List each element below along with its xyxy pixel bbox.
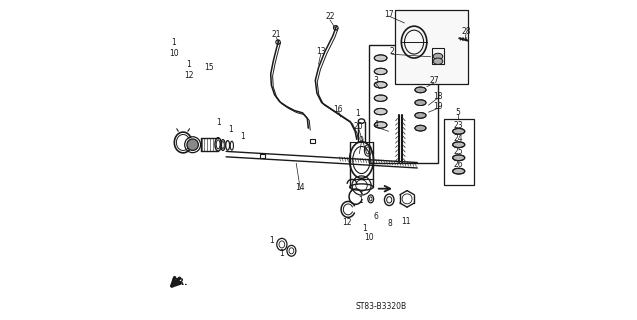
Ellipse shape <box>415 74 426 80</box>
Ellipse shape <box>415 61 426 67</box>
Ellipse shape <box>375 55 387 61</box>
Text: 24: 24 <box>454 134 463 143</box>
Text: 26: 26 <box>454 160 463 169</box>
Ellipse shape <box>453 128 465 134</box>
Text: FR.: FR. <box>171 278 187 287</box>
Text: 19: 19 <box>433 102 443 111</box>
Ellipse shape <box>415 87 426 93</box>
Bar <box>369 45 438 163</box>
Ellipse shape <box>453 168 465 174</box>
Text: 6: 6 <box>373 212 378 221</box>
Text: 3: 3 <box>373 76 378 85</box>
Text: 21: 21 <box>272 30 281 39</box>
Ellipse shape <box>375 82 387 88</box>
Text: 10: 10 <box>169 49 178 58</box>
Ellipse shape <box>375 122 387 128</box>
Text: 23: 23 <box>454 121 463 130</box>
Ellipse shape <box>433 53 443 60</box>
Text: 14: 14 <box>296 183 305 192</box>
Text: 1: 1 <box>355 109 360 118</box>
Text: 27: 27 <box>429 76 439 85</box>
Text: 22: 22 <box>326 12 334 21</box>
Text: 12: 12 <box>342 218 351 227</box>
Text: 8: 8 <box>387 219 392 228</box>
Text: 10: 10 <box>364 233 374 242</box>
Text: 18: 18 <box>433 92 443 101</box>
Bar <box>310 139 315 143</box>
Text: 28: 28 <box>461 28 471 36</box>
Text: 4: 4 <box>373 120 378 130</box>
Ellipse shape <box>415 49 426 54</box>
Ellipse shape <box>453 142 465 148</box>
Text: 1: 1 <box>171 38 176 47</box>
Text: 11: 11 <box>402 217 412 226</box>
Text: 17: 17 <box>383 10 394 19</box>
Text: 1: 1 <box>362 224 367 233</box>
Circle shape <box>187 139 198 150</box>
Text: 20: 20 <box>354 122 364 131</box>
Ellipse shape <box>375 95 387 101</box>
Ellipse shape <box>433 58 443 64</box>
Text: 2: 2 <box>389 47 394 56</box>
Bar <box>259 154 264 158</box>
Bar <box>444 119 474 186</box>
Text: 13: 13 <box>316 47 326 56</box>
Text: 7: 7 <box>348 186 353 195</box>
Ellipse shape <box>415 113 426 118</box>
Text: 1: 1 <box>216 118 220 127</box>
Text: 5: 5 <box>455 108 461 117</box>
Text: 1: 1 <box>269 236 275 245</box>
Ellipse shape <box>375 108 387 115</box>
Text: 9: 9 <box>359 136 364 145</box>
Text: 25: 25 <box>454 147 463 156</box>
Text: 1: 1 <box>358 196 362 205</box>
Ellipse shape <box>415 100 426 106</box>
Ellipse shape <box>375 68 387 75</box>
Text: 12: 12 <box>183 71 193 80</box>
Bar <box>395 10 468 84</box>
Text: 1: 1 <box>279 249 283 258</box>
Bar <box>432 49 445 64</box>
Text: 16: 16 <box>333 105 343 114</box>
Ellipse shape <box>453 155 465 161</box>
Text: 15: 15 <box>204 63 213 72</box>
Ellipse shape <box>415 125 426 131</box>
Text: 1: 1 <box>229 125 233 134</box>
Text: 1: 1 <box>240 132 245 141</box>
Text: 1: 1 <box>186 60 191 69</box>
Text: ST83-B3320B: ST83-B3320B <box>355 302 406 311</box>
